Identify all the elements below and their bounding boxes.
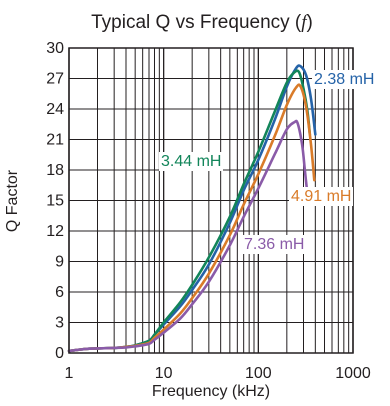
y-tick-label: 0 (55, 345, 64, 362)
series-label-2-38-mh: 2.38 mH (314, 71, 374, 88)
y-tick-label: 27 (46, 71, 64, 88)
y-tick-label: 21 (46, 132, 64, 149)
series-label-background (289, 187, 353, 206)
chart-title: Typical Q vs Frequency (f) (91, 12, 313, 33)
y-tick-label: 15 (46, 193, 64, 210)
series-lines (67, 64, 317, 353)
series-label-4-91-mh: 4.91 mH (291, 188, 351, 205)
series-label-background (312, 70, 376, 89)
y-tick-label: 3 (55, 315, 64, 332)
y-tick-label: 18 (46, 162, 64, 179)
y-tick-label: 30 (46, 40, 64, 57)
series-label-7-36-mh: 7.36 mH (244, 236, 304, 253)
series-line-7-36-mh (67, 119, 309, 353)
x-tick-label: 1000 (335, 365, 371, 382)
y-tick-label: 24 (46, 101, 64, 118)
y-tick-label: 6 (55, 284, 64, 301)
x-tick-label: 100 (245, 365, 272, 382)
labels: 0 3 6 9 12 15 18 21 24 27 30 1 10 100 1000 2.38 mH 3.44 … (46, 40, 376, 382)
x-axis-label: Frequency (kHz) (152, 383, 270, 400)
series-label-background (159, 152, 223, 171)
x-tick-label: 10 (155, 365, 173, 382)
series-label-background (242, 235, 306, 254)
y-axis-label: Q Factor (4, 169, 21, 232)
y-tick-label: 12 (46, 223, 64, 240)
series-label-3-44-mh: 3.44 mH (161, 153, 221, 170)
y-tick-label: 9 (55, 254, 64, 271)
x-tick-label: 1 (65, 365, 74, 382)
series-line-4-91-mh (67, 83, 316, 353)
